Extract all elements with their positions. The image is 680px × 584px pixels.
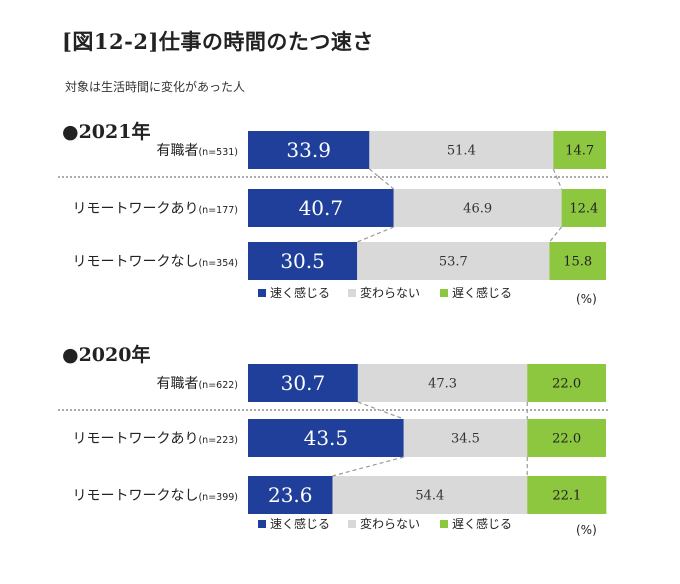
bar-segment xyxy=(561,189,606,227)
bar-segment xyxy=(248,419,404,457)
bar-segment xyxy=(248,476,333,514)
legend-label: 遅く感じる xyxy=(452,516,512,531)
legend-label: 速く感じる xyxy=(270,516,330,531)
connector-line xyxy=(356,226,394,243)
legend-swatch xyxy=(440,289,448,297)
chart-panel-1: 有職者(n=622) 30.7 47.3 22.0 リモートワークあり(n=223) 43… xyxy=(58,364,610,537)
data-label: 34.5 xyxy=(451,432,480,447)
data-label: 14.7 xyxy=(565,144,594,159)
category-label: 有職者(n=622) xyxy=(156,376,238,392)
legend-label: 速く感じる xyxy=(270,285,330,300)
data-label: 53.7 xyxy=(439,255,468,270)
unit-label: (%) xyxy=(576,292,597,306)
legend-label: 遅く感じる xyxy=(452,285,512,300)
bar-segment xyxy=(332,476,528,514)
bar-segment xyxy=(357,242,550,280)
data-label: 33.9 xyxy=(286,138,331,162)
chart-panel-0: 有職者(n=531) 33.9 51.4 14.7 リモートワークあり(n=177) 40… xyxy=(58,131,610,306)
bar-segment xyxy=(393,189,562,227)
legend-swatch xyxy=(258,520,266,528)
category-label: リモートワークなし(n=399) xyxy=(72,488,238,504)
bar-segment xyxy=(549,242,606,280)
bar-segment xyxy=(403,419,528,457)
bar-segment xyxy=(357,364,528,402)
category-label: リモートワークなし(n=354) xyxy=(72,254,238,270)
bar-segment xyxy=(527,476,607,514)
data-label: 46.9 xyxy=(463,202,492,217)
unit-label: (%) xyxy=(576,523,597,537)
bar-segment xyxy=(248,242,358,280)
connector-line xyxy=(548,226,563,243)
bar-segment xyxy=(248,131,370,169)
connector-line xyxy=(552,168,563,190)
connector-line xyxy=(368,168,395,190)
connector-line xyxy=(332,456,404,477)
data-label: 23.6 xyxy=(268,483,313,507)
legend-swatch xyxy=(348,520,356,528)
data-label: 15.8 xyxy=(563,255,592,270)
data-label: 30.7 xyxy=(281,371,326,395)
category-label: 有職者(n=531) xyxy=(156,143,238,159)
data-label: 51.4 xyxy=(447,144,476,159)
data-label: 22.0 xyxy=(552,432,581,447)
data-label: 47.3 xyxy=(428,377,457,392)
legend-label: 変わらない xyxy=(360,285,420,300)
section-title-2021: ●2021年 xyxy=(62,121,151,143)
data-label: 30.5 xyxy=(280,249,325,273)
legend-swatch xyxy=(440,520,448,528)
bar-segment xyxy=(248,364,358,402)
chart-subtitle: 対象は生活時間に変化があった人 xyxy=(65,80,246,94)
bar-segment xyxy=(369,131,554,169)
legend-swatch xyxy=(258,289,266,297)
data-label: 22.0 xyxy=(552,377,581,392)
chart-title: [図12-2]仕事の時間のたつ速さ xyxy=(62,29,374,54)
category-label: リモートワークあり(n=177) xyxy=(72,201,238,217)
connector-line xyxy=(357,401,404,420)
legend-label: 変わらない xyxy=(360,516,420,531)
category-label: リモートワークあり(n=223) xyxy=(72,431,238,447)
data-label: 40.7 xyxy=(299,196,344,220)
data-label: 22.1 xyxy=(552,489,581,504)
data-label: 54.4 xyxy=(415,489,444,504)
bar-segment xyxy=(553,131,606,169)
data-label: 12.4 xyxy=(569,202,598,217)
data-label: 43.5 xyxy=(304,426,349,450)
legend-swatch xyxy=(348,289,356,297)
bar-segment xyxy=(248,189,394,227)
section-title-2020: ●2020年 xyxy=(62,344,151,366)
bar-segment xyxy=(527,419,606,457)
bar-segment xyxy=(527,364,606,402)
